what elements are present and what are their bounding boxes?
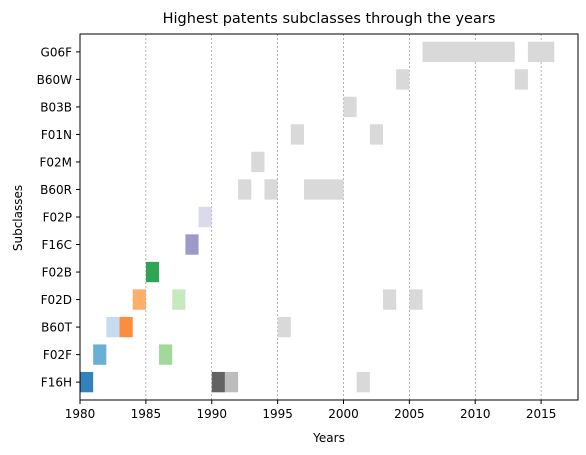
bar-b60t-1995 xyxy=(277,316,291,338)
bar-f16h-1980 xyxy=(80,371,94,393)
x-tick-label: 2010 xyxy=(460,407,491,421)
chart-title: Highest patents subclasses through the y… xyxy=(163,11,496,27)
grid xyxy=(145,34,542,400)
x-tick-label: 2005 xyxy=(394,407,425,421)
bar-b60r-1994 xyxy=(264,179,278,200)
bar-f16h-2001 xyxy=(356,371,370,393)
y-tick-label: F16C xyxy=(41,238,72,252)
y-tick-label: B60R xyxy=(40,183,72,197)
bar-f02b-1985 xyxy=(145,261,160,283)
x-tick-label: 2000 xyxy=(328,407,359,421)
y-tick-label: F02F xyxy=(43,348,72,362)
y-axis-ticks: F16H F02F B60T F02D F02B F16C F02P B60R F02M F01N… xyxy=(37,45,80,390)
bar-f02f-1986 xyxy=(159,344,173,365)
bar-f02d-2003 xyxy=(383,289,397,310)
y-tick-label: F01N xyxy=(41,128,72,142)
bar-f02m-1993 xyxy=(251,151,265,173)
bar-f01n-2002 xyxy=(369,124,384,145)
bar-f01n-1996 xyxy=(290,124,304,145)
x-tick-label: 1995 xyxy=(262,407,293,421)
bar-b60t-1983 xyxy=(119,316,133,338)
bar-f02d-1984 xyxy=(132,289,146,310)
x-tick-label: 1980 xyxy=(65,407,96,421)
y-tick-label: F02B xyxy=(42,266,72,280)
bar-g06f-2006 xyxy=(422,41,515,63)
x-tick-label: 1985 xyxy=(131,407,162,421)
bars xyxy=(80,41,555,393)
bar-f02d-1987 xyxy=(172,289,186,310)
x-tick-label: 1990 xyxy=(196,407,227,421)
y-tick-label: B60W xyxy=(37,73,73,87)
bar-b60t-1982 xyxy=(106,316,120,338)
y-tick-label: F16H xyxy=(41,376,72,390)
y-tick-label: B60T xyxy=(41,321,73,335)
y-tick-label: F02M xyxy=(39,155,72,169)
bar-b60r-1992 xyxy=(238,179,252,200)
x-tick-label: 2015 xyxy=(526,407,557,421)
bar-f16h-1990 xyxy=(211,371,225,393)
bar-f02d-2005 xyxy=(409,289,423,310)
bar-f02p-1989 xyxy=(198,206,212,228)
bar-b60r-1997 xyxy=(303,179,344,200)
x-axis-label: Years xyxy=(312,431,345,445)
y-tick-label: G06F xyxy=(41,45,73,59)
bar-b60w-2004 xyxy=(396,69,410,90)
y-tick-label: F02D xyxy=(41,293,72,307)
y-axis-label: Subclasses xyxy=(11,185,25,251)
y-tick-label: B03B xyxy=(40,100,72,114)
y-tick-label: F02P xyxy=(43,211,72,225)
bar-f16h-1991 xyxy=(224,371,239,393)
bar-f16c-1988 xyxy=(185,234,199,255)
bar-b03b-2000 xyxy=(343,96,357,118)
bar-g06f-2014 xyxy=(527,41,555,63)
x-axis-ticks: 1980 1985 1990 1995 2000 2005 2010 2015 xyxy=(65,400,557,421)
bar-f02f-1981 xyxy=(93,344,107,365)
bar-b60w-2013 xyxy=(514,69,528,90)
